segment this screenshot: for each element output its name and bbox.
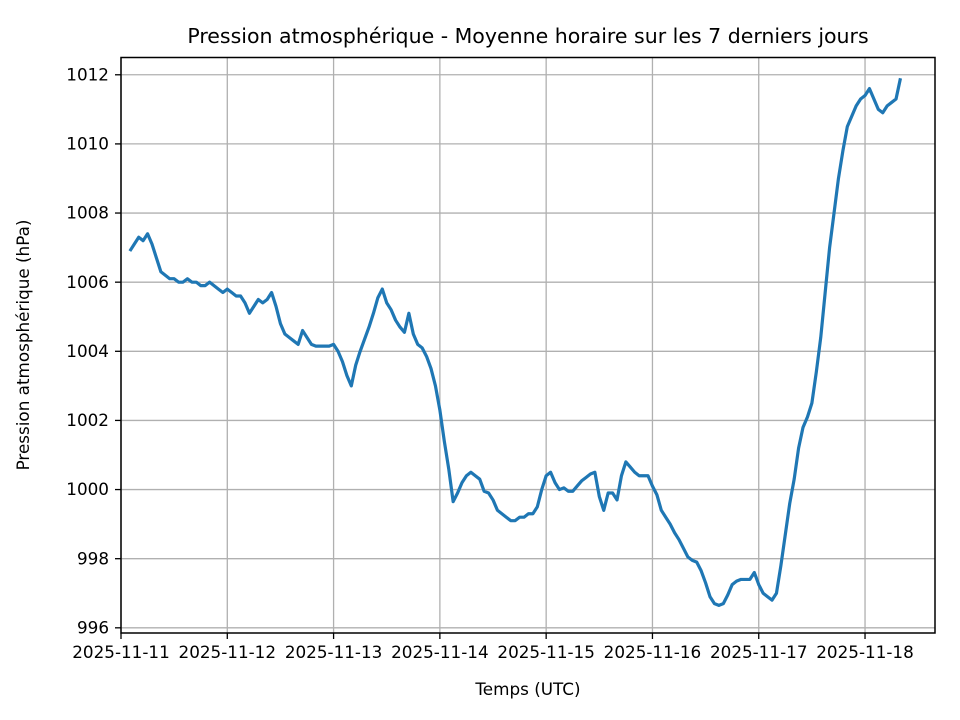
x-tick-label: 2025-11-15	[497, 642, 595, 662]
y-tick-label: 1002	[66, 410, 109, 430]
y-tick-label: 1004	[66, 341, 109, 361]
x-tick-label: 2025-11-16	[604, 642, 702, 662]
x-tick-label: 2025-11-14	[391, 642, 489, 662]
y-tick-label: 996	[77, 617, 109, 637]
y-tick-label: 1010	[66, 134, 109, 154]
y-tick-label: 1000	[66, 479, 109, 499]
y-tick-label: 1008	[66, 203, 109, 223]
x-tick-label: 2025-11-11	[72, 642, 170, 662]
tick-layer: 2025-11-11 2025-11-12 2025-11-13 2025-11-14…	[66, 64, 914, 662]
y-tick-label: 998	[77, 548, 109, 568]
x-tick-label: 2025-11-17	[710, 642, 808, 662]
series-layer	[128, 77, 903, 607]
x-tick-label: 2025-11-13	[285, 642, 383, 662]
chart-title: Pression atmosphérique - Moyenne horaire…	[187, 24, 868, 48]
grid-layer	[120, 57, 935, 633]
y-tick-label: 1006	[66, 272, 109, 292]
x-tick-label: 2025-11-18	[816, 642, 914, 662]
x-axis-label: Temps (UTC)	[474, 679, 580, 699]
y-tick-label: 1012	[66, 64, 109, 84]
pressure-series-line	[128, 77, 903, 607]
axes-spine	[120, 56, 936, 634]
y-axis-label: Pression atmosphérique (hPa)	[13, 220, 33, 471]
x-tick-label: 2025-11-12	[179, 642, 277, 662]
